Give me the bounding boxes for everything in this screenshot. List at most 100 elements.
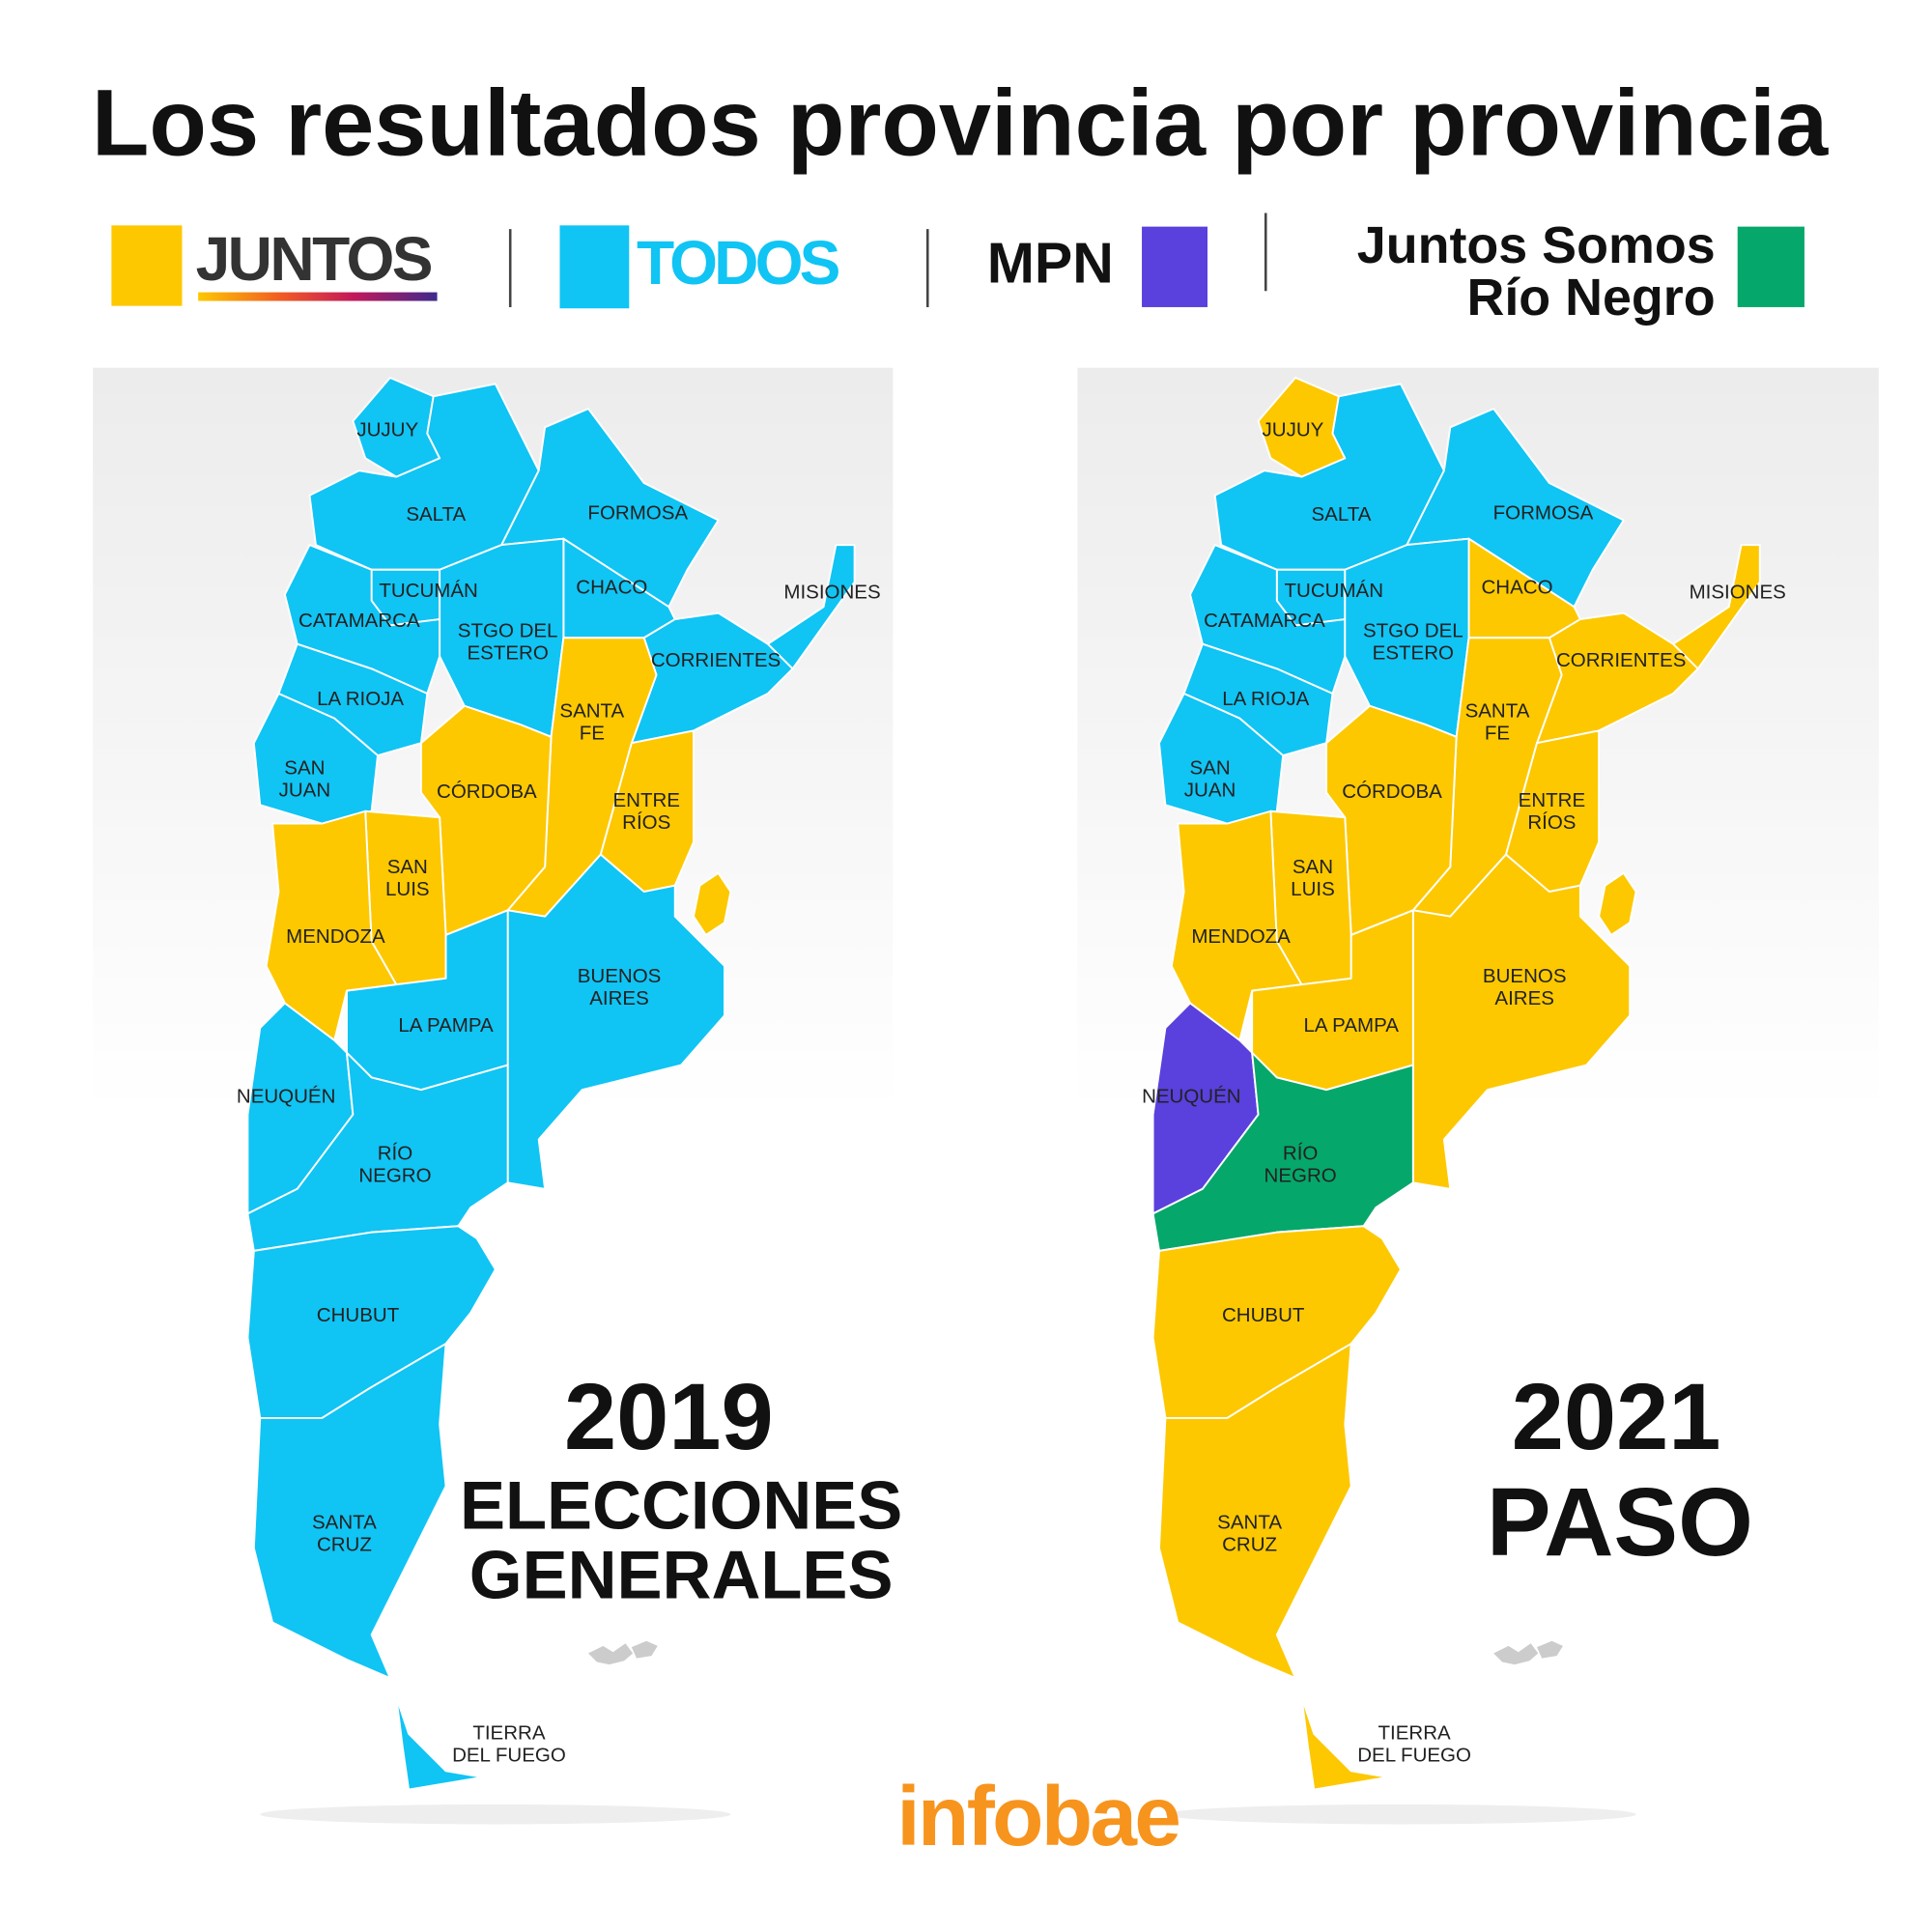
- shadow: [260, 1804, 731, 1825]
- shadow: [1165, 1804, 1636, 1825]
- province-label: AIRES: [589, 987, 649, 1009]
- province-label: CHUBUT: [1222, 1304, 1305, 1326]
- legend-label: JUNTOS: [196, 224, 432, 294]
- province-label: STGO DEL: [1363, 619, 1463, 641]
- province: [419, 704, 553, 936]
- province: [1598, 871, 1637, 936]
- province-label: NEGRO: [358, 1164, 431, 1186]
- province-label: MENDOZA: [1191, 925, 1291, 948]
- province-label: ESTERO: [1373, 641, 1454, 664]
- province-label: SALTA: [406, 503, 466, 526]
- province-label: CÓRDOBA: [1342, 781, 1442, 803]
- province: [1411, 853, 1632, 1190]
- map-year: 2019: [564, 1364, 774, 1469]
- province-label: ENTRE: [612, 789, 679, 811]
- province-label: SANTA: [559, 700, 624, 723]
- province-label: LUIS: [1291, 878, 1335, 900]
- province-label: DEL FUEGO: [452, 1744, 566, 1766]
- map-subtitle: ELECCIONES: [460, 1467, 902, 1544]
- province-label: MENDOZA: [286, 925, 385, 948]
- province-label: SAN: [1189, 757, 1230, 780]
- province-label: FORMOSA: [587, 501, 688, 524]
- province-label: NEUQUÉN: [1142, 1085, 1241, 1107]
- province-label: LA RIOJA: [317, 688, 404, 710]
- province-label: CHUBUT: [317, 1304, 400, 1326]
- province-label: ESTERO: [467, 641, 548, 664]
- province-label: BUENOS: [578, 965, 662, 987]
- footer-logo: infobae: [896, 1770, 1179, 1863]
- province-label: NEGRO: [1264, 1164, 1337, 1186]
- province-label: SANTA: [1217, 1511, 1282, 1533]
- province: [252, 1343, 447, 1680]
- map-year: 2021: [1512, 1364, 1721, 1469]
- province-label: CRUZ: [317, 1533, 372, 1555]
- province-label: TUCUMÁN: [379, 580, 478, 602]
- province-label: JUAN: [279, 780, 331, 802]
- province-label: CORRIENTES: [651, 649, 781, 671]
- province-label: SAN: [1293, 856, 1333, 878]
- legend-swatch: [1737, 226, 1804, 307]
- islands: [587, 1640, 658, 1665]
- legend-swatch: [1142, 226, 1208, 307]
- map-subtitle: PASO: [1487, 1468, 1753, 1577]
- province-label: AIRES: [1494, 987, 1554, 1009]
- province-label: BUENOS: [1483, 965, 1567, 987]
- province-label: TUCUMÁN: [1285, 580, 1384, 602]
- legend-label: TODOS: [637, 228, 839, 298]
- province: [1158, 1343, 1352, 1680]
- province: [1151, 1051, 1414, 1252]
- province-label: CHACO: [1481, 576, 1552, 598]
- province-label: CHACO: [576, 576, 647, 598]
- province-label: JUAN: [1184, 780, 1236, 802]
- legend-swatch: [111, 225, 183, 306]
- legend-label: MPN: [987, 233, 1114, 296]
- province: [692, 871, 732, 936]
- province-label: STGO DEL: [458, 619, 558, 641]
- province-label: DEL FUEGO: [1357, 1744, 1471, 1766]
- province-label: ENTRE: [1519, 789, 1585, 811]
- province-label: JUJUY: [1263, 419, 1324, 441]
- province-label: SALTA: [1312, 503, 1372, 526]
- province: [506, 853, 725, 1190]
- province-label: RÍO: [1283, 1142, 1318, 1164]
- province-label: RÍO: [378, 1142, 412, 1164]
- province-label: RÍOS: [1527, 811, 1576, 834]
- province-label: CATAMARCA: [298, 610, 420, 632]
- province: [246, 1225, 497, 1419]
- title: Los resultados provincia por provincia: [92, 70, 1829, 175]
- province-label: CORRIENTES: [1556, 649, 1686, 671]
- province-label: LA PAMPA: [1304, 1014, 1400, 1037]
- province-label: SAN: [387, 856, 428, 878]
- province-label: MISIONES: [1690, 582, 1786, 604]
- province-label: MISIONES: [783, 582, 880, 604]
- province-label: CÓRDOBA: [437, 781, 537, 803]
- province-label: LA RIOJA: [1222, 688, 1309, 710]
- province-label: FE: [580, 723, 605, 745]
- logo-underline: [198, 292, 438, 301]
- province-label: RÍOS: [622, 811, 670, 834]
- legend-label: Río Negro: [1466, 269, 1715, 327]
- province-label: TIERRA: [472, 1721, 546, 1744]
- map-subtitle: GENERALES: [469, 1537, 894, 1613]
- province-label: LA PAMPA: [398, 1014, 494, 1037]
- map: JUJUY SALTA FORMOSA CHACO MISIONES TUCUMÁN CAT…: [1142, 377, 1786, 1791]
- province-label: FE: [1485, 723, 1510, 745]
- province-label: LUIS: [385, 878, 430, 900]
- province: [1300, 1695, 1390, 1791]
- province-label: TIERRA: [1378, 1721, 1452, 1744]
- map: JUJUY SALTA FORMOSA CHACO MISIONES TUCUMÁN CAT…: [237, 377, 881, 1791]
- province: [1325, 704, 1458, 936]
- province: [395, 1695, 484, 1791]
- legend-label: Juntos Somos: [1357, 216, 1716, 274]
- province-label: JUJUY: [356, 419, 418, 441]
- province-label: NEUQUÉN: [237, 1085, 336, 1107]
- province-label: CATAMARCA: [1204, 610, 1325, 632]
- islands: [1493, 1640, 1563, 1665]
- province-label: SANTA: [312, 1511, 377, 1533]
- legend-swatch: [559, 225, 630, 309]
- province: [246, 1051, 509, 1252]
- province: [1151, 1225, 1402, 1419]
- province-label: CRUZ: [1222, 1533, 1277, 1555]
- province-label: SAN: [284, 757, 325, 780]
